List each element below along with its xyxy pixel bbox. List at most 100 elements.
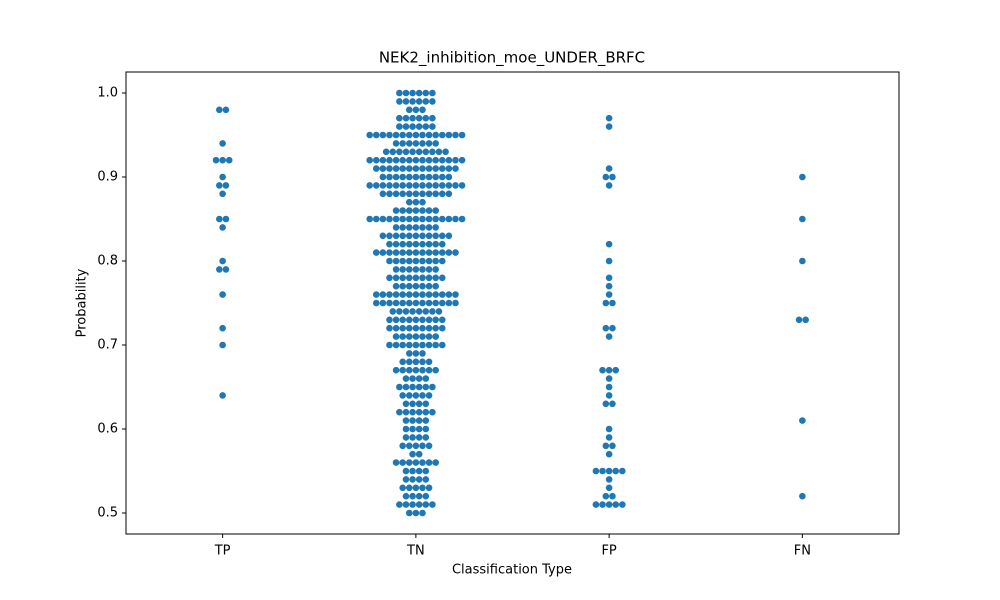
data-point bbox=[399, 224, 406, 231]
data-point bbox=[409, 476, 416, 483]
data-point bbox=[438, 190, 446, 198]
data-point bbox=[438, 165, 446, 172]
data-point bbox=[425, 324, 433, 332]
data-point bbox=[438, 341, 446, 349]
data-point bbox=[458, 131, 466, 139]
data-point bbox=[402, 383, 410, 391]
data-point bbox=[405, 257, 413, 265]
data-point bbox=[419, 207, 426, 214]
data-point bbox=[386, 190, 393, 198]
data-point bbox=[405, 442, 413, 450]
data-point bbox=[219, 173, 226, 181]
data-point bbox=[432, 333, 439, 340]
data-point bbox=[799, 215, 806, 223]
data-point bbox=[409, 308, 416, 315]
data-point bbox=[415, 492, 423, 500]
data-point bbox=[432, 249, 439, 256]
data-point bbox=[415, 383, 423, 391]
data-point bbox=[429, 501, 436, 508]
data-point bbox=[372, 291, 380, 298]
data-point bbox=[605, 383, 613, 391]
data-point bbox=[366, 156, 373, 164]
data-point bbox=[412, 282, 420, 290]
data-point bbox=[392, 156, 400, 164]
data-point bbox=[392, 324, 400, 332]
data-point bbox=[422, 400, 430, 408]
data-point bbox=[422, 89, 430, 97]
data-point bbox=[399, 366, 406, 374]
data-point bbox=[438, 249, 446, 256]
data-point bbox=[379, 182, 387, 189]
data-point bbox=[429, 308, 436, 315]
data-point bbox=[386, 341, 393, 349]
data-point bbox=[438, 240, 446, 248]
data-point bbox=[392, 316, 400, 324]
data-point bbox=[402, 467, 410, 475]
data-point bbox=[405, 484, 413, 492]
data-point bbox=[412, 249, 420, 256]
data-point bbox=[412, 232, 420, 240]
data-point bbox=[409, 450, 416, 458]
data-point bbox=[399, 207, 406, 214]
data-point bbox=[392, 207, 400, 214]
data-point bbox=[605, 375, 613, 382]
data-point bbox=[609, 173, 616, 181]
data-point bbox=[438, 257, 446, 265]
plot-frame bbox=[125, 71, 900, 535]
data-point bbox=[372, 156, 380, 164]
data-point bbox=[415, 308, 423, 315]
data-point bbox=[425, 140, 433, 147]
data-point bbox=[425, 224, 433, 231]
data-point bbox=[609, 400, 616, 408]
data-point bbox=[612, 467, 620, 475]
data-point bbox=[419, 257, 426, 265]
data-point bbox=[415, 98, 423, 105]
data-point bbox=[396, 98, 403, 105]
data-point bbox=[452, 182, 459, 189]
data-point bbox=[795, 316, 803, 324]
data-point bbox=[402, 501, 410, 508]
data-point bbox=[619, 501, 626, 508]
data-point bbox=[452, 299, 459, 307]
y-tick-label: 0.9 bbox=[97, 170, 118, 185]
data-point bbox=[415, 408, 423, 416]
data-point bbox=[599, 501, 606, 508]
data-point bbox=[599, 467, 606, 475]
data-point bbox=[409, 123, 416, 130]
data-point bbox=[399, 442, 406, 450]
data-point bbox=[219, 224, 226, 231]
data-point bbox=[386, 131, 393, 139]
data-point bbox=[396, 114, 403, 122]
data-point bbox=[429, 123, 436, 130]
data-point bbox=[386, 249, 393, 256]
data-point bbox=[412, 358, 420, 366]
data-point bbox=[432, 165, 439, 172]
data-point bbox=[438, 274, 446, 282]
data-point bbox=[419, 484, 426, 492]
data-point bbox=[379, 173, 387, 181]
data-point bbox=[379, 249, 387, 256]
data-point bbox=[445, 299, 453, 307]
data-point bbox=[392, 274, 400, 282]
data-point bbox=[405, 350, 413, 357]
data-point bbox=[609, 442, 616, 450]
data-point bbox=[452, 156, 459, 164]
data-point bbox=[452, 165, 459, 172]
data-point bbox=[399, 190, 406, 198]
data-point bbox=[419, 266, 426, 273]
data-point bbox=[386, 240, 393, 248]
data-point bbox=[605, 476, 613, 483]
data-point bbox=[438, 316, 446, 324]
data-point bbox=[425, 156, 433, 164]
data-point bbox=[405, 299, 413, 307]
data-point bbox=[605, 114, 613, 122]
data-point bbox=[602, 324, 610, 332]
data-point bbox=[386, 316, 393, 324]
data-point bbox=[216, 215, 223, 223]
data-point bbox=[372, 182, 380, 189]
data-point bbox=[419, 232, 426, 240]
data-point bbox=[425, 333, 433, 340]
data-point bbox=[415, 476, 423, 483]
data-point bbox=[415, 123, 423, 130]
data-point bbox=[432, 156, 439, 164]
